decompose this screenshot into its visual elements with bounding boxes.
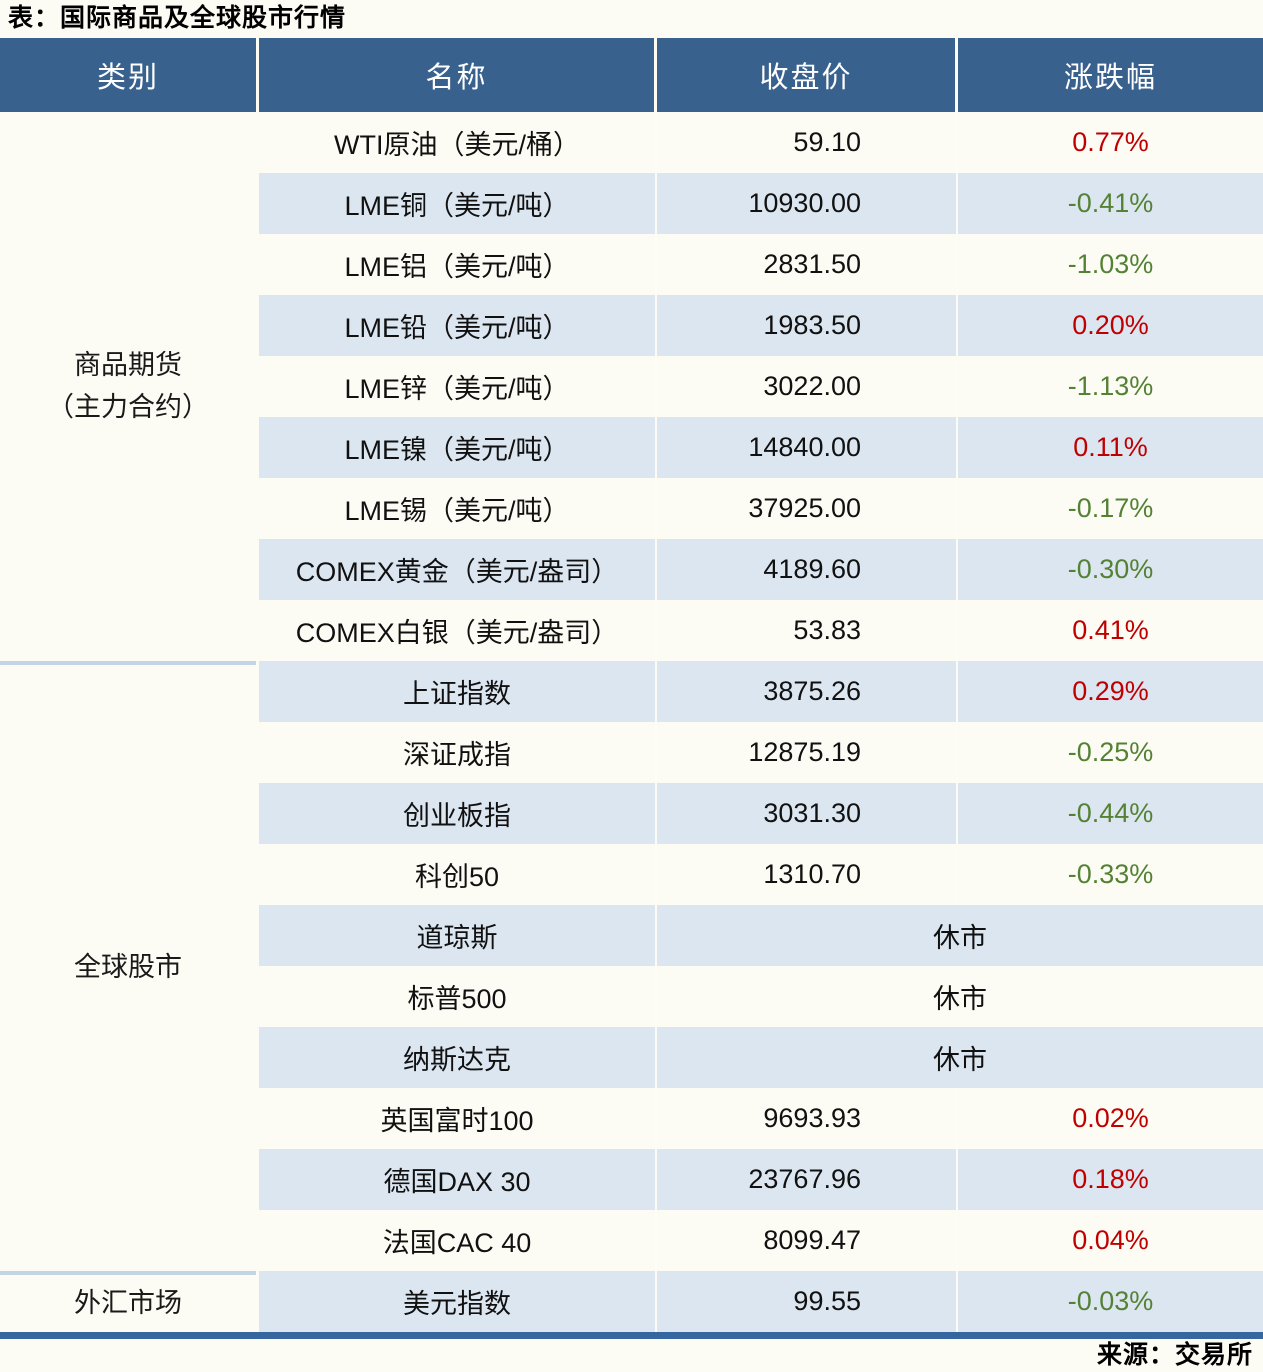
change-cell: -1.13% xyxy=(1067,371,1154,401)
header-cell-category: 类别 xyxy=(0,38,259,112)
name-cell: LME铅（美元/吨） xyxy=(259,295,657,356)
close-cell: 2831.50 xyxy=(657,234,958,295)
name-cell: 科创50 xyxy=(259,844,657,905)
name-cell: 德国DAX 30 xyxy=(259,1149,657,1210)
close-cell: 3875.26 xyxy=(657,661,958,722)
close-cell: 12875.19 xyxy=(657,722,958,783)
table-row: 标普500 休市 xyxy=(259,966,1263,1027)
name-cell: LME锌（美元/吨） xyxy=(259,356,657,417)
close-cell: 59.10 xyxy=(657,112,958,173)
table-row: 德国DAX 30 23767.96 0.18% xyxy=(259,1149,1263,1210)
change-cell: 0.20% xyxy=(1072,310,1149,340)
table-row: WTI原油（美元/桶） 59.10 0.77% xyxy=(259,112,1263,173)
change-cell: -0.17% xyxy=(1067,493,1154,523)
header-cell-change: 涨跌幅 xyxy=(1063,62,1157,94)
name-cell: 创业板指 xyxy=(259,783,657,844)
category-cell-commodities: 商品期货 （主力合约） xyxy=(0,112,256,661)
category-label-line: 商品期货 xyxy=(74,349,182,380)
close-cell: 4189.60 xyxy=(657,539,958,600)
category-label-line: 外汇市场 xyxy=(74,1287,182,1318)
change-cell: 0.11% xyxy=(1073,432,1148,462)
change-cell: -0.41% xyxy=(1067,188,1154,218)
name-cell: LME镍（美元/吨） xyxy=(259,417,657,478)
name-cell: WTI原油（美元/桶） xyxy=(259,112,657,173)
table-row: 美元指数 99.55 -0.03% xyxy=(259,1271,1263,1332)
header-cell-name: 名称 xyxy=(259,38,657,112)
name-cell: COMEX黄金（美元/盎司） xyxy=(259,539,657,600)
change-cell: 0.02% xyxy=(1072,1103,1149,1133)
name-cell: LME铝（美元/吨） xyxy=(259,234,657,295)
name-cell: 标普500 xyxy=(259,966,657,1027)
table-row: LME镍（美元/吨） 14840.00 0.11% xyxy=(259,417,1263,478)
change-cell: -1.03% xyxy=(1067,249,1154,279)
table-row: COMEX黄金（美元/盎司） 4189.60 -0.30% xyxy=(259,539,1263,600)
table-row: 英国富时100 9693.93 0.02% xyxy=(259,1088,1263,1149)
close-cell: 1983.50 xyxy=(657,295,958,356)
close-cell: 3022.00 xyxy=(657,356,958,417)
table-row: LME铜（美元/吨） 10930.00 -0.41% xyxy=(259,173,1263,234)
data-rows: WTI原油（美元/桶） 59.10 0.77% LME铜（美元/吨） 10930… xyxy=(259,112,1263,1332)
category-divider xyxy=(0,1271,256,1275)
category-cell-global-stocks: 全球股市 xyxy=(0,665,256,1271)
market-table: 类别 名称 收盘价 涨跌幅 商品期货 （主力合约） 全球股市 外汇市场 xyxy=(0,38,1263,1339)
table-row: LME铝（美元/吨） 2831.50 -1.03% xyxy=(259,234,1263,295)
close-cell: 53.83 xyxy=(657,600,958,661)
change-cell: -0.33% xyxy=(1067,859,1154,889)
table-row: 深证成指 12875.19 -0.25% xyxy=(259,722,1263,783)
table-row: LME铅（美元/吨） 1983.50 0.20% xyxy=(259,295,1263,356)
header-cell-close: 收盘价 xyxy=(657,38,958,112)
table-row: COMEX白银（美元/盎司） 53.83 0.41% xyxy=(259,600,1263,661)
table-bottom-border xyxy=(0,1332,1263,1339)
close-cell: 14840.00 xyxy=(657,417,958,478)
table-row: LME锌（美元/吨） 3022.00 -1.13% xyxy=(259,356,1263,417)
category-column: 商品期货 （主力合约） 全球股市 外汇市场 xyxy=(0,112,259,1332)
close-cell: 99.55 xyxy=(657,1271,958,1332)
name-cell: 道琼斯 xyxy=(259,905,657,966)
change-cell: 0.04% xyxy=(1072,1225,1149,1255)
close-cell: 37925.00 xyxy=(657,478,958,539)
table-row: 创业板指 3031.30 -0.44% xyxy=(259,783,1263,844)
market-closed-cell: 休市 xyxy=(933,923,987,953)
category-label-line: 全球股市 xyxy=(74,952,182,983)
table-header-row: 类别 名称 收盘价 涨跌幅 xyxy=(0,38,1263,112)
table-row: 纳斯达克 休市 xyxy=(259,1027,1263,1088)
change-cell: 0.29% xyxy=(1072,676,1149,706)
name-cell: 上证指数 xyxy=(259,661,657,722)
name-cell: 美元指数 xyxy=(259,1271,657,1332)
category-cell-forex: 外汇市场 xyxy=(0,1275,256,1332)
close-cell: 10930.00 xyxy=(657,173,958,234)
close-cell: 1310.70 xyxy=(657,844,958,905)
name-cell: LME锡（美元/吨） xyxy=(259,478,657,539)
page-title: 表：国际商品及全球股市行情 xyxy=(8,4,347,32)
close-cell: 8099.47 xyxy=(657,1210,958,1271)
source-note: 来源：交易所 xyxy=(1096,1341,1253,1369)
table-row: 科创50 1310.70 -0.33% xyxy=(259,844,1263,905)
name-cell: 英国富时100 xyxy=(259,1088,657,1149)
change-cell: -0.44% xyxy=(1067,798,1154,828)
change-cell: 0.18% xyxy=(1072,1164,1149,1194)
name-cell: 纳斯达克 xyxy=(259,1027,657,1088)
name-cell: 深证成指 xyxy=(259,722,657,783)
table-row: LME锡（美元/吨） 37925.00 -0.17% xyxy=(259,478,1263,539)
change-cell: 0.41% xyxy=(1072,615,1149,645)
table-row: 道琼斯 休市 xyxy=(259,905,1263,966)
change-cell: -0.30% xyxy=(1067,554,1154,584)
close-cell: 3031.30 xyxy=(657,783,958,844)
table-row: 上证指数 3875.26 0.29% xyxy=(259,661,1263,722)
change-cell: -0.03% xyxy=(1067,1286,1154,1316)
category-divider xyxy=(0,661,256,665)
name-cell: COMEX白银（美元/盎司） xyxy=(259,600,657,661)
name-cell: LME铜（美元/吨） xyxy=(259,173,657,234)
table-row: 法国CAC 40 8099.47 0.04% xyxy=(259,1210,1263,1271)
category-label-line: （主力合约） xyxy=(47,391,209,422)
change-cell: 0.77% xyxy=(1072,127,1149,157)
name-cell: 法国CAC 40 xyxy=(259,1210,657,1271)
change-cell: -0.25% xyxy=(1067,737,1154,767)
market-closed-cell: 休市 xyxy=(933,1045,987,1075)
table-body: 商品期货 （主力合约） 全球股市 外汇市场 WTI原油（美元/桶） 59.10 … xyxy=(0,112,1263,1332)
market-closed-cell: 休市 xyxy=(933,984,987,1014)
close-cell: 23767.96 xyxy=(657,1149,958,1210)
close-cell: 9693.93 xyxy=(657,1088,958,1149)
